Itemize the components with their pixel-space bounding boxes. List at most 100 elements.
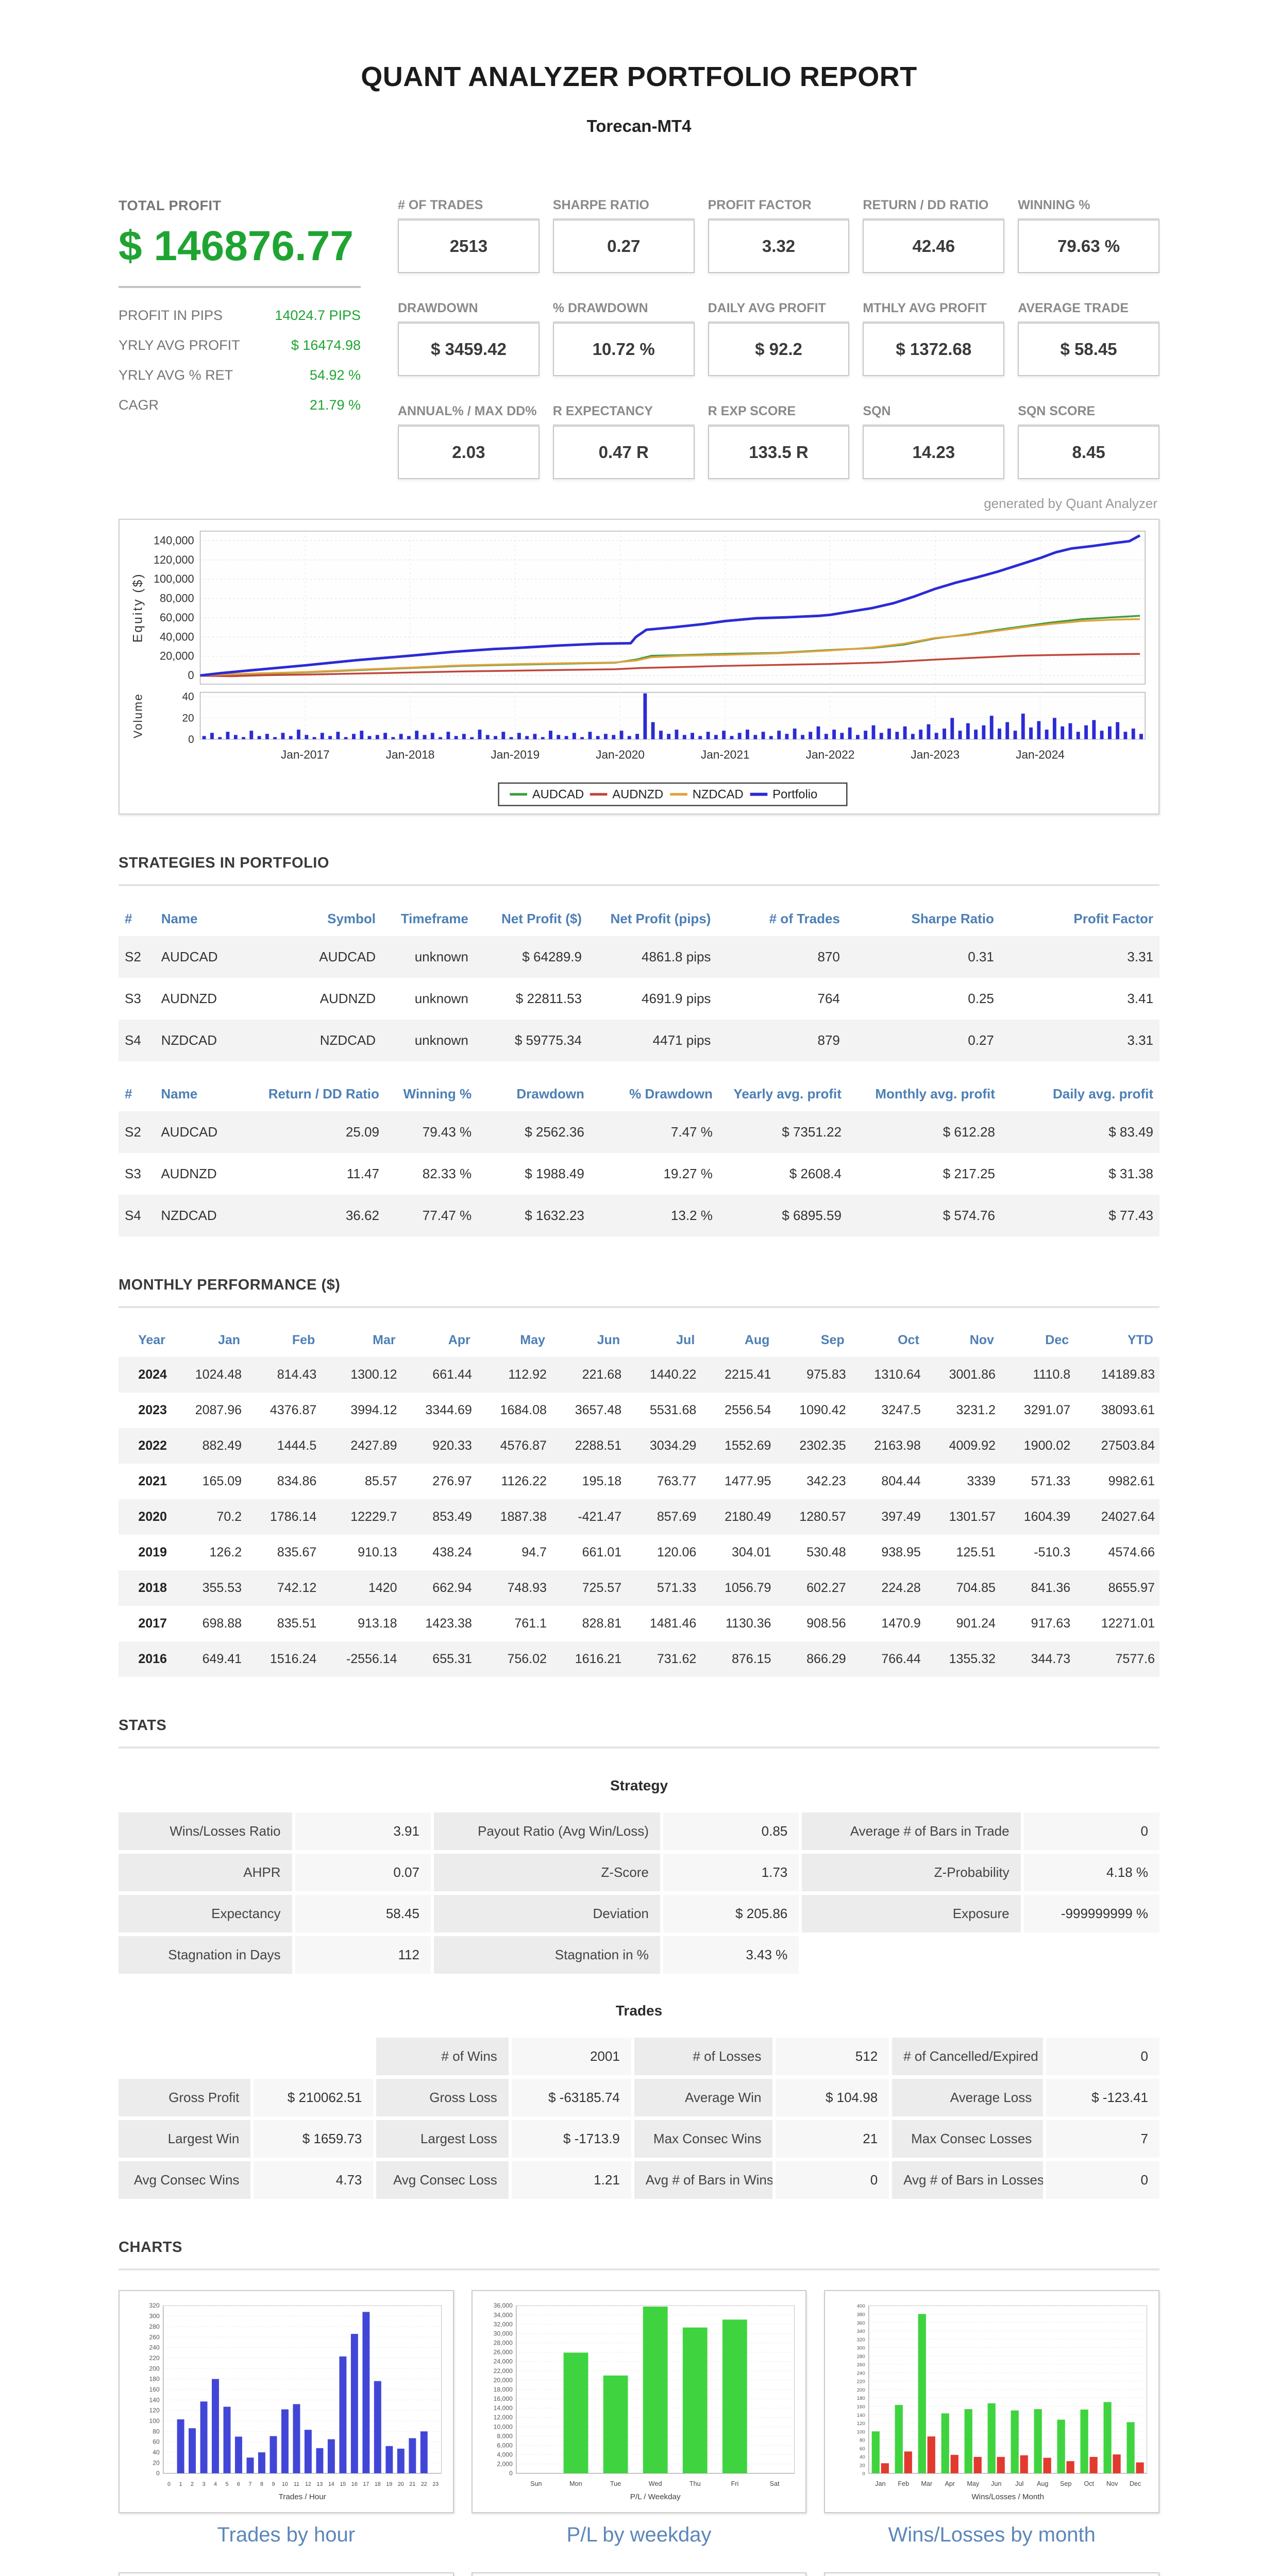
svg-text:18,000: 18,000 [493, 2386, 512, 2393]
summary-stat-value: 54.92 % [309, 367, 361, 383]
key-metric-value: $ 3459.42 [398, 323, 540, 376]
svg-text:180: 180 [857, 2396, 865, 2402]
stats-empty-cell [1024, 1936, 1159, 1974]
generated-by-note: generated by Quant Analyzer [984, 496, 1157, 511]
key-metric-label: ANNUAL% / MAX DD% [398, 404, 540, 426]
table-cell: 1900.02 [1023, 1438, 1071, 1453]
table-cell: 2017 [138, 1616, 167, 1631]
svg-text:20,000: 20,000 [160, 650, 194, 663]
table-header-row: Year Jan Feb Mar Apr May Jun Jul Aug Sep Oct Nov Dec… [119, 1324, 1159, 1357]
table-cell: 5531.68 [649, 1403, 697, 1418]
table-cell: 756.02 [507, 1652, 547, 1667]
svg-text:120: 120 [857, 2421, 865, 2427]
svg-text:Trades / Hour: Trades / Hour [279, 2493, 326, 2502]
column-header: Net Profit (pips) [610, 911, 711, 927]
table-cell: 3994.12 [350, 1403, 397, 1418]
table-cell: 834.86 [277, 1474, 317, 1489]
summary-left-rows: PROFIT IN PIPS 14024.7 PIPS YRLY AVG PROFI… [119, 308, 361, 413]
table-cell: 1616.21 [575, 1652, 622, 1667]
column-header: YTD [1128, 1333, 1153, 1348]
table-cell: 3231.2 [956, 1403, 996, 1418]
table-cell: NZDCAD [161, 1032, 217, 1048]
table-cell: 1300.12 [350, 1367, 397, 1382]
stats-label: Max Consec Losses [892, 2120, 1044, 2158]
table-cell: 1887.38 [500, 1510, 547, 1524]
table-cell: 1786.14 [270, 1510, 317, 1524]
svg-text:20: 20 [860, 2463, 865, 2469]
svg-text:18: 18 [375, 2481, 381, 2487]
stats-label: Avg # of Bars in Losses [892, 2161, 1044, 2199]
table-cell: AUDNZD [161, 991, 217, 1007]
stats-value: 3.43 % [663, 1936, 799, 1974]
svg-text:Jan-2020: Jan-2020 [596, 748, 645, 761]
key-metric-label: AVERAGE TRADE [1018, 301, 1159, 323]
stats-label: Gross Profit [119, 2079, 251, 2117]
key-metric-label: % DRAWDOWN [552, 301, 695, 323]
stats-value: 0 [1046, 2161, 1159, 2199]
svg-text:120: 120 [149, 2407, 160, 2414]
svg-text:340: 340 [857, 2329, 865, 2335]
svg-text:260: 260 [857, 2363, 865, 2368]
column-header: Return / DD Ratio [268, 1086, 379, 1102]
table-cell: 649.41 [202, 1652, 242, 1667]
svg-text:Jan-2022: Jan-2022 [805, 748, 854, 761]
svg-text:20,000: 20,000 [493, 2377, 512, 2384]
key-metric: DRAWDOWN $ 3459.42 [398, 301, 540, 376]
svg-text:26,000: 26,000 [493, 2349, 512, 2356]
table-cell: 2020 [138, 1510, 167, 1524]
divider [119, 1747, 1159, 1749]
key-metric-label: R EXPECTANCY [552, 404, 695, 426]
table-cell: 1470.9 [881, 1616, 921, 1631]
svg-text:10,000: 10,000 [493, 2424, 512, 2431]
column-header: Jul [676, 1333, 695, 1348]
key-metric-value: 0.47 R [552, 426, 695, 479]
svg-text:Jan-2017: Jan-2017 [281, 748, 330, 761]
svg-text:0: 0 [863, 2471, 865, 2477]
strategies-table-1: # Name Symbol Timeframe Net Profit ($) Net Pr… [119, 902, 1159, 1062]
column-header: Mar [373, 1333, 396, 1348]
column-header: Profit Factor [1073, 911, 1153, 927]
svg-text:140: 140 [857, 2413, 865, 2418]
table-cell: 571.33 [657, 1581, 697, 1596]
table-cell: 342.23 [806, 1474, 846, 1489]
svg-text:16: 16 [351, 2481, 358, 2487]
stats-value: 512 [776, 2038, 889, 2076]
column-header: # [125, 911, 132, 927]
svg-text:300: 300 [857, 2346, 865, 2351]
svg-text:100: 100 [149, 2417, 160, 2425]
key-metric-value: 14.23 [863, 426, 1005, 479]
svg-text:16,000: 16,000 [493, 2396, 512, 2403]
svg-text:240: 240 [857, 2371, 865, 2377]
column-header: # of Trades [769, 911, 840, 927]
key-metric-label: R EXP SCORE [708, 404, 850, 426]
stats-label: AHPR [119, 1854, 292, 1892]
chart-pl-by-year: 02,0004,0006,0008,00010,00012,00014,0001… [471, 2572, 807, 2576]
svg-text:180: 180 [149, 2376, 160, 2383]
svg-text:36,000: 36,000 [493, 2302, 512, 2310]
key-metric-value: $ 92.2 [708, 323, 850, 376]
table-cell: 3001.86 [949, 1367, 996, 1382]
column-header: Year [138, 1333, 165, 1348]
svg-text:Mar: Mar [921, 2480, 933, 2487]
table-cell: 761.1 [514, 1616, 547, 1631]
key-metric: # OF TRADES 2513 [398, 198, 540, 273]
table-cell: 908.56 [806, 1616, 846, 1631]
svg-text:6: 6 [237, 2481, 240, 2487]
key-metric-value: 2.03 [398, 426, 540, 479]
table-cell: 1604.39 [1023, 1510, 1071, 1524]
stats-label: # of Wins [376, 2038, 509, 2076]
svg-text:0: 0 [156, 2470, 160, 2477]
svg-text:Equity ($): Equity ($) [131, 573, 145, 643]
table-cell: 12271.01 [1101, 1616, 1155, 1631]
table-cell: $ 77.43 [1108, 1208, 1153, 1224]
key-metric: SHARPE RATIO 0.27 [552, 198, 695, 273]
svg-text:0: 0 [509, 2470, 513, 2477]
svg-text:80: 80 [860, 2438, 865, 2444]
key-metric: AVERAGE TRADE $ 58.45 [1018, 301, 1159, 376]
key-metric-label: PROFIT FACTOR [708, 198, 850, 219]
svg-text:14: 14 [328, 2481, 334, 2487]
table-cell: 602.27 [806, 1581, 846, 1596]
table-cell: 742.12 [277, 1581, 317, 1596]
table-cell: S3 [125, 1166, 141, 1182]
strategies-heading: STRATEGIES IN PORTFOLIO [119, 855, 329, 872]
